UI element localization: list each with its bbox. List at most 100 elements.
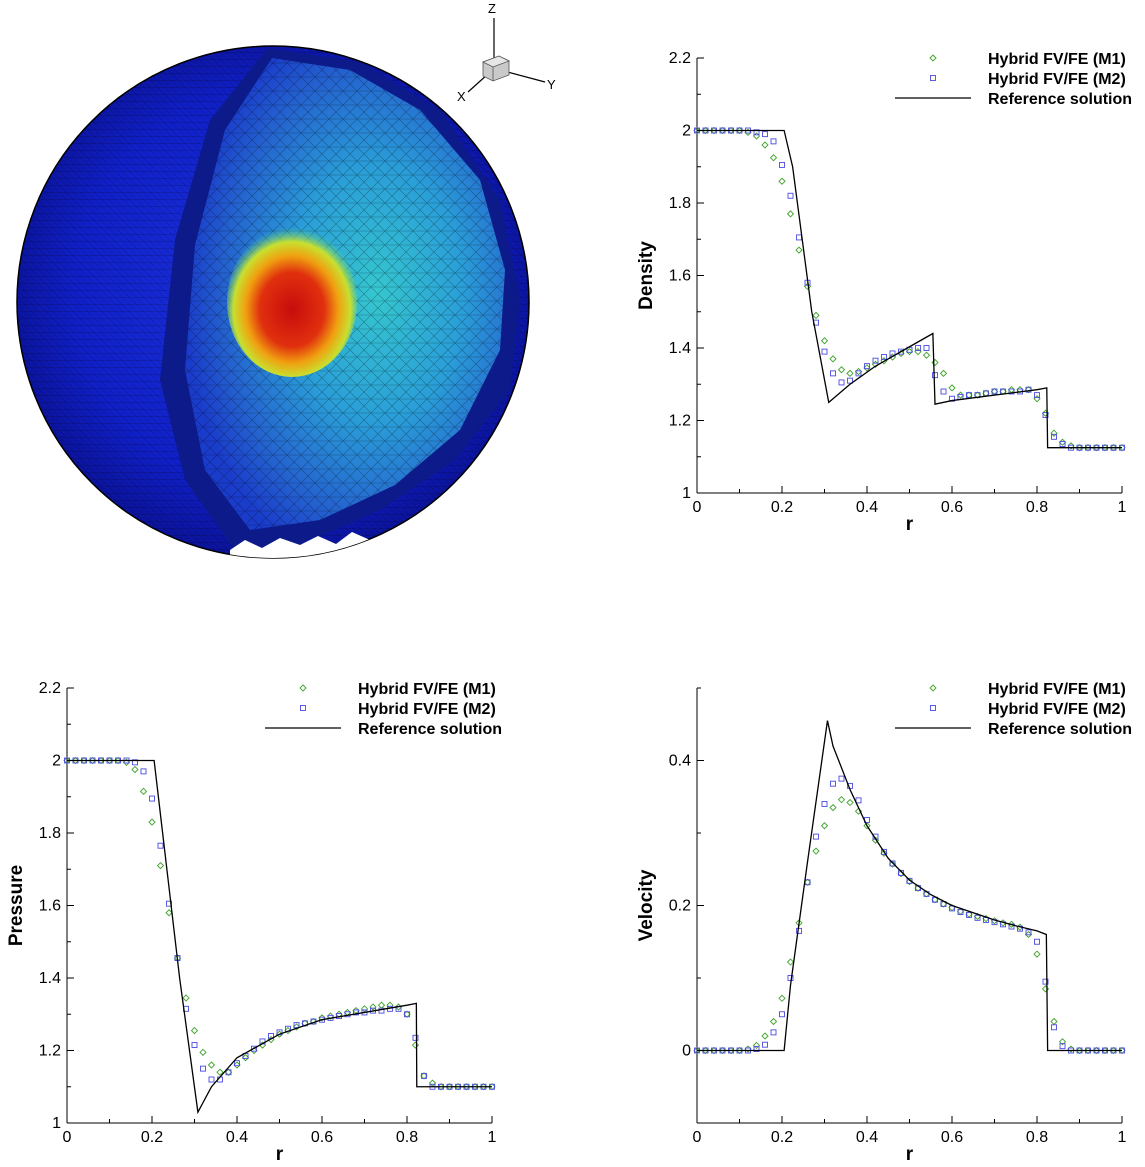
velocity-x-tick-label: 0 — [693, 1129, 702, 1146]
density-m1-point — [701, 126, 710, 135]
velocity-m1-point — [931, 896, 939, 904]
pressure-legend-label: Hybrid FV/FE (M2) — [358, 701, 496, 718]
velocity-legend-label: Hybrid FV/FE (M2) — [988, 701, 1126, 718]
velocity-m2-point — [753, 1046, 760, 1053]
density-m1-point — [1084, 444, 1092, 452]
density-series-1 — [694, 127, 1125, 451]
pressure-legend-m2-key — [300, 705, 306, 711]
velocity-m1-point — [1033, 950, 1041, 958]
velocity-m2-point — [966, 911, 972, 918]
density-m2-point — [1059, 441, 1066, 448]
pressure-m2-point — [225, 1069, 232, 1076]
pressure-m2-point — [149, 795, 155, 802]
density-m2-point — [770, 138, 777, 145]
velocity-m1-point — [1118, 1046, 1126, 1055]
density-m2-point — [1025, 386, 1032, 393]
density-m2-point — [762, 131, 768, 138]
density-m1-point — [693, 126, 701, 135]
density-m1-point — [761, 141, 769, 149]
velocity-m2-point — [957, 909, 964, 915]
density-m2-point — [830, 370, 836, 377]
density-legend-label: Reference solution — [988, 91, 1132, 108]
density-x-tick-label: 0.6 — [941, 499, 963, 516]
velocity-m1-point — [1024, 930, 1033, 939]
density-m1-point — [829, 355, 837, 363]
pressure-m1-point — [292, 1023, 301, 1031]
pressure-m1-point — [241, 1054, 250, 1062]
velocity-reference-line — [697, 720, 1122, 1052]
velocity-m1-point — [1084, 1046, 1092, 1055]
pressure-m2-point — [421, 1072, 427, 1079]
density-y-tick-label: 2 — [682, 123, 691, 140]
velocity-m1-point — [846, 798, 854, 807]
pressure-m1-point — [63, 756, 71, 765]
velocity-m2-point — [821, 801, 828, 807]
velocity-legend-m2-key — [930, 705, 936, 711]
pressure-m2-point — [157, 842, 164, 849]
pressure-m1-point — [411, 1041, 420, 1049]
pressure-m2-point — [208, 1076, 215, 1083]
velocity-m2-point — [1059, 1043, 1066, 1050]
pressure-m2-point — [293, 1022, 300, 1029]
density-x-tick-label: 0.4 — [856, 499, 878, 516]
density-y-axis-title: Density — [636, 241, 657, 310]
velocity-y-tick-label: 0.4 — [669, 753, 691, 770]
axis-triad: Z Y X — [457, 1, 556, 104]
density-m2-point — [796, 234, 802, 241]
velocity-y-tick-label: 0.2 — [669, 898, 691, 915]
density-m2-point — [1034, 392, 1040, 399]
pressure-m1-point — [97, 756, 105, 765]
velocity-m1-point — [778, 994, 786, 1002]
pressure-m2-point — [200, 1065, 206, 1072]
pressure-m2-point — [378, 1007, 385, 1014]
velocity-m2-point — [1042, 978, 1049, 985]
velocity-x-tick-label: 0.4 — [856, 1129, 878, 1146]
velocity-m2-point — [813, 833, 819, 840]
velocity-x-axis-title: r — [906, 1144, 914, 1165]
pressure-m1-point — [479, 1083, 488, 1091]
velocity-m1-point — [1050, 1017, 1058, 1026]
pressure-m1-point — [369, 1003, 377, 1011]
density-legend-m1-key — [929, 54, 937, 62]
pressure-m2-point — [140, 768, 147, 775]
pressure-m1-point — [284, 1026, 292, 1035]
density-m1-point — [931, 358, 939, 367]
density-series-0 — [693, 126, 1126, 452]
density-m1-point — [795, 246, 803, 254]
density-m1-point — [1118, 444, 1126, 452]
density-m1-point — [1024, 386, 1033, 394]
density-x-tick-label: 0.8 — [1026, 499, 1048, 516]
velocity-m1-point — [803, 878, 812, 886]
velocity-m1-point — [820, 822, 829, 830]
density-m2-point — [847, 377, 853, 384]
pressure-m1-point — [156, 861, 165, 870]
velocity-m1-point — [1092, 1046, 1101, 1055]
density-m2-point — [923, 345, 930, 351]
pressure-m1-point — [437, 1083, 445, 1091]
velocity-m2-point — [855, 797, 862, 804]
velocity-m1-point — [939, 900, 948, 908]
density-m1-point — [735, 126, 744, 135]
pressure-y-tick-label: 1.6 — [39, 898, 61, 915]
density-m2-point — [1008, 388, 1015, 395]
velocity-legend-label: Reference solution — [988, 721, 1132, 738]
velocity-m1-point — [812, 847, 820, 855]
pressure-x-tick-label: 0.8 — [396, 1129, 418, 1146]
density-m1-point — [1075, 444, 1084, 452]
velocity-m1-point — [837, 796, 846, 804]
pressure-m1-point — [190, 1026, 199, 1035]
pressure-x-tick-label: 0.4 — [226, 1129, 248, 1146]
density-m1-point — [1109, 444, 1118, 452]
density-y-tick-label: 1.6 — [669, 268, 691, 285]
pressure-y-axis-title: Pressure — [6, 865, 27, 946]
velocity-m2-point — [1025, 929, 1032, 936]
velocity-m1-point — [1075, 1046, 1084, 1055]
pressure-m2-point — [251, 1045, 257, 1052]
velocity-m1-point — [880, 849, 888, 857]
velocity-m1-point — [1058, 1038, 1067, 1046]
sphere-mesh-image — [16, 45, 530, 559]
pressure-m1-point — [165, 909, 173, 917]
pressure-series-2 — [67, 759, 492, 1115]
density-m1-point — [905, 347, 914, 356]
